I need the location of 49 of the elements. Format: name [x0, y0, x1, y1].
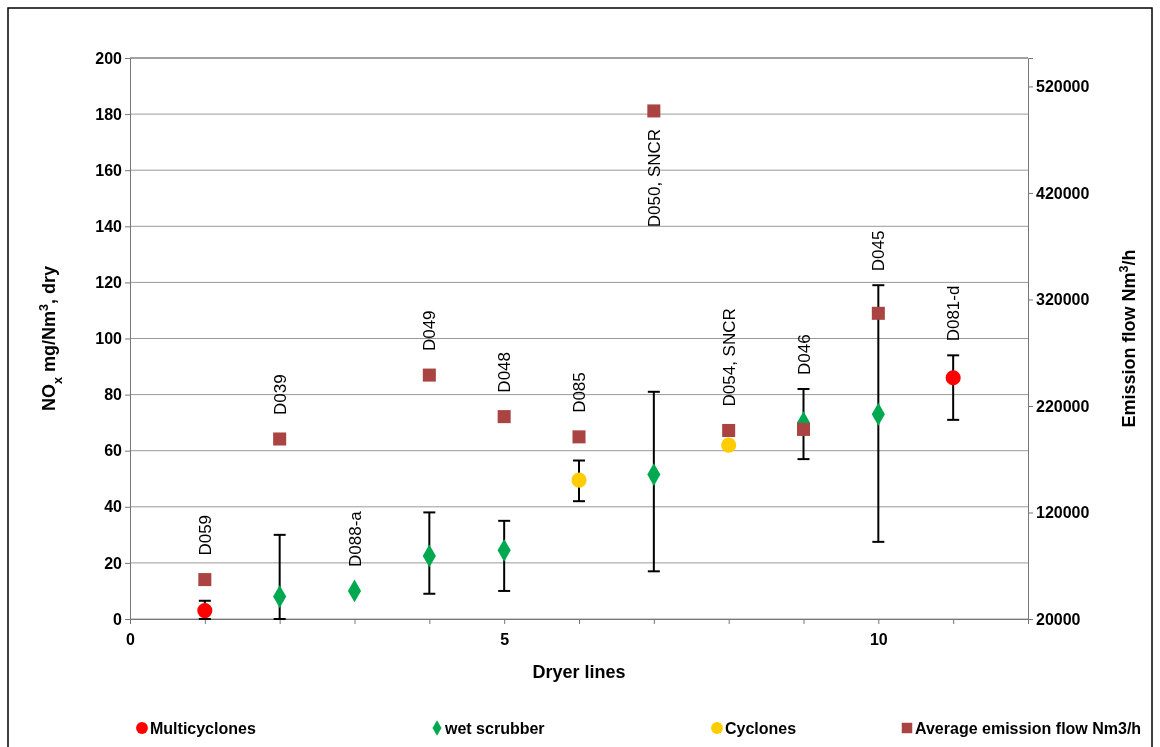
point: [945, 370, 961, 386]
y2-tick-label: 220000: [1036, 397, 1090, 415]
y-tick-label: 160: [95, 161, 123, 179]
legend-label: Multicyclones: [150, 720, 256, 737]
point: [721, 437, 737, 453]
annotation: D081-d: [944, 285, 964, 342]
y-tick-label: 40: [104, 498, 123, 516]
point: [497, 410, 511, 424]
annotation: D085: [570, 372, 589, 413]
y-tick-label: 140: [95, 217, 123, 235]
y-tick-label: 180: [95, 105, 123, 123]
y2-tick-label: 420000: [1036, 184, 1090, 202]
annotation: D050, SNCR: [644, 128, 664, 228]
point: [796, 422, 811, 436]
annotation: D049: [420, 310, 440, 352]
annotation: D046: [794, 334, 814, 375]
legend-label: wet scrubber: [444, 720, 545, 737]
y2-tick-label: 520000: [1036, 78, 1090, 96]
point: [273, 432, 287, 446]
x-tick-label: 5: [500, 630, 510, 648]
annotation: D045: [869, 230, 889, 272]
point: [197, 603, 213, 619]
annotation: D088-a: [345, 510, 365, 567]
point: [422, 368, 436, 382]
annotation: D059: [195, 514, 215, 556]
point: [198, 573, 212, 587]
y-tick-label: 200: [95, 49, 123, 67]
y-tick-label: 120: [95, 274, 123, 292]
legend-label: Cyclones: [725, 720, 797, 737]
annotation: D054, SNCR: [719, 308, 739, 407]
y-tick-label: 20: [104, 554, 123, 572]
y2-tick-label: 120000: [1036, 504, 1090, 522]
point: [572, 430, 586, 444]
x-tick-label: 0: [126, 630, 136, 648]
x-tick-label: 10: [869, 630, 888, 648]
x-axis-title: Dryer lines: [532, 662, 626, 682]
y-tick-label: 60: [104, 442, 123, 460]
y2-tick-label: 20000: [1036, 610, 1081, 628]
annotation: D039: [270, 374, 290, 415]
y-tick-label: 0: [113, 610, 123, 628]
point: [722, 423, 736, 437]
point: [571, 472, 587, 488]
annotation: D048: [495, 351, 515, 393]
y-tick-label: 80: [104, 386, 123, 404]
legend-label: Average emission flow Nm3/h: [915, 720, 1142, 737]
y-tick-label: 100: [95, 330, 123, 348]
point: [647, 104, 661, 118]
point: [871, 306, 885, 320]
y2-tick-label: 320000: [1036, 291, 1090, 309]
